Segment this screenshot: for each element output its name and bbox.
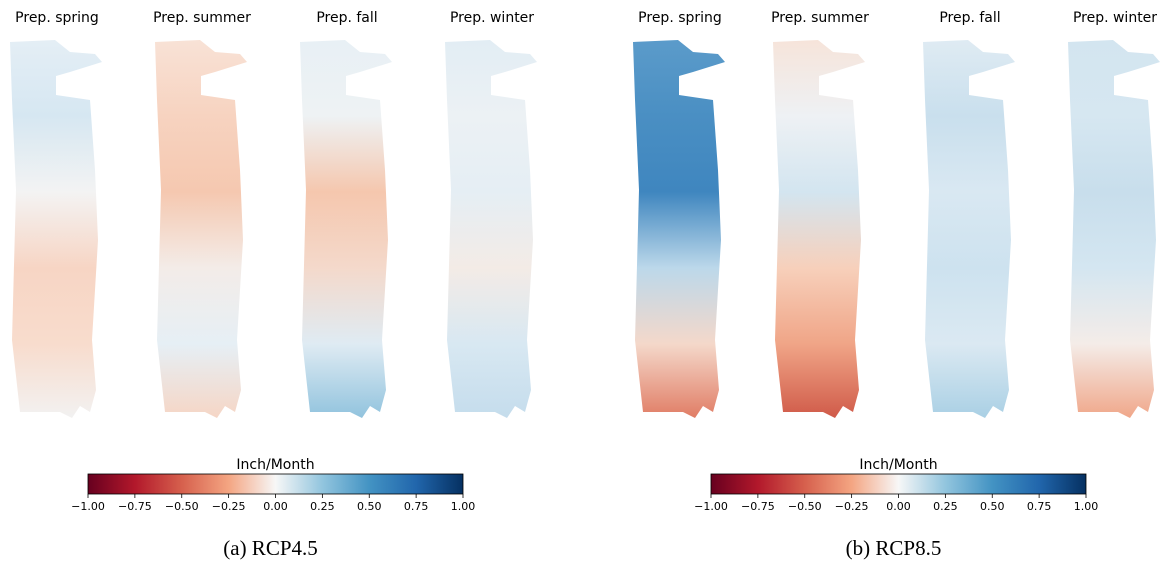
tick-label: −0.25 <box>835 500 869 513</box>
tick-label: −1.00 <box>694 500 728 513</box>
map-title: Prep. summer <box>153 10 251 26</box>
map-title: Prep. winter <box>1073 10 1157 26</box>
colorbar-label: Inch/Month <box>236 457 314 473</box>
map <box>1068 40 1160 418</box>
choropleth <box>10 40 102 418</box>
tick-label: 1.00 <box>451 500 476 513</box>
tick-label: 0.75 <box>1027 500 1052 513</box>
tick-label: 1.00 <box>1074 500 1099 513</box>
map <box>773 40 865 418</box>
map <box>923 40 1015 418</box>
choropleth <box>773 40 865 418</box>
map-title: Prep. spring <box>15 10 99 26</box>
colorbar <box>710 473 1087 495</box>
tick-label: 0.25 <box>310 500 335 513</box>
tick-label: 0.00 <box>263 500 288 513</box>
choropleth <box>155 40 247 418</box>
tick-label: −0.25 <box>212 500 246 513</box>
caption: (a) RCP4.5 <box>223 536 318 560</box>
colorbar <box>87 473 464 495</box>
tick-label: 0.25 <box>933 500 958 513</box>
choropleth <box>1068 40 1160 418</box>
tick-label: 0.50 <box>980 500 1005 513</box>
map-title: Prep. spring <box>638 10 722 26</box>
tick-label: −0.75 <box>741 500 775 513</box>
map-title: Prep. summer <box>771 10 869 26</box>
map <box>155 40 247 418</box>
tick-label: −1.00 <box>71 500 105 513</box>
tick-label: −0.50 <box>165 500 199 513</box>
tick-label: −0.75 <box>118 500 152 513</box>
map <box>10 40 102 418</box>
caption: (b) RCP8.5 <box>846 536 942 560</box>
map-title: Prep. fall <box>939 10 1000 26</box>
colorbar-label: Inch/Month <box>859 457 937 473</box>
map <box>300 40 392 418</box>
choropleth <box>923 40 1015 418</box>
choropleth <box>445 40 537 418</box>
map-title: Prep. fall <box>316 10 377 26</box>
tick-label: 0.00 <box>886 500 911 513</box>
map <box>445 40 537 418</box>
tick-label: 0.50 <box>357 500 382 513</box>
choropleth <box>300 40 392 418</box>
tick-label: −0.50 <box>788 500 822 513</box>
choropleth <box>633 40 725 418</box>
map <box>633 40 725 418</box>
tick-label: 0.75 <box>404 500 429 513</box>
map-title: Prep. winter <box>450 10 534 26</box>
